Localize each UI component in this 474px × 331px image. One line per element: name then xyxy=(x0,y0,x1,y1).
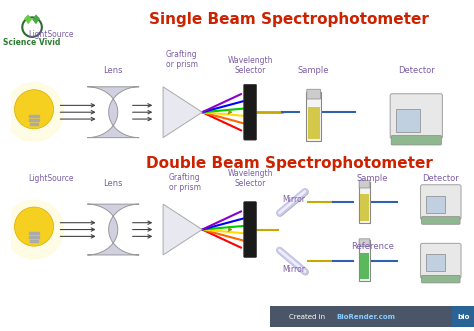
Text: BioRender.com: BioRender.com xyxy=(336,313,395,319)
FancyBboxPatch shape xyxy=(359,182,370,223)
Polygon shape xyxy=(163,204,202,255)
Circle shape xyxy=(15,90,54,129)
Text: bio: bio xyxy=(457,313,469,319)
Text: Science Vivid: Science Vivid xyxy=(3,38,61,47)
Polygon shape xyxy=(87,87,139,138)
FancyBboxPatch shape xyxy=(29,236,39,238)
FancyBboxPatch shape xyxy=(270,306,474,327)
Polygon shape xyxy=(24,15,32,24)
Text: Grafting
or prism: Grafting or prism xyxy=(165,50,198,69)
Text: Reference: Reference xyxy=(351,242,394,251)
FancyBboxPatch shape xyxy=(307,89,320,99)
Text: Sample: Sample xyxy=(298,66,329,75)
Text: Detector: Detector xyxy=(422,174,459,183)
FancyBboxPatch shape xyxy=(359,180,370,188)
Text: LightSource: LightSource xyxy=(28,174,73,183)
Text: Detector: Detector xyxy=(398,66,435,75)
FancyBboxPatch shape xyxy=(360,253,369,279)
FancyBboxPatch shape xyxy=(29,119,39,121)
Polygon shape xyxy=(87,204,139,255)
Text: Lens: Lens xyxy=(103,179,123,188)
Text: Created in: Created in xyxy=(289,313,328,319)
Circle shape xyxy=(5,83,64,142)
Text: Double Beam Spectrophotometer: Double Beam Spectrophotometer xyxy=(146,156,433,171)
FancyBboxPatch shape xyxy=(28,115,39,117)
Polygon shape xyxy=(163,87,202,138)
FancyBboxPatch shape xyxy=(28,232,39,234)
FancyBboxPatch shape xyxy=(396,109,420,132)
FancyBboxPatch shape xyxy=(453,306,474,327)
FancyBboxPatch shape xyxy=(244,202,256,258)
FancyBboxPatch shape xyxy=(421,275,460,283)
Text: Sample: Sample xyxy=(356,174,388,183)
FancyBboxPatch shape xyxy=(427,255,445,271)
FancyBboxPatch shape xyxy=(30,122,38,125)
FancyBboxPatch shape xyxy=(244,84,256,140)
FancyBboxPatch shape xyxy=(427,196,445,213)
Text: Grafting
or prism: Grafting or prism xyxy=(169,173,201,192)
FancyBboxPatch shape xyxy=(306,92,321,141)
Polygon shape xyxy=(32,15,40,24)
Circle shape xyxy=(15,207,54,246)
FancyBboxPatch shape xyxy=(308,107,319,139)
FancyBboxPatch shape xyxy=(391,136,441,145)
FancyBboxPatch shape xyxy=(30,240,38,242)
Text: LightSource: LightSource xyxy=(28,30,73,39)
FancyBboxPatch shape xyxy=(360,194,369,221)
FancyBboxPatch shape xyxy=(359,240,370,281)
Text: Lens: Lens xyxy=(103,66,123,75)
Text: Single Beam Spectrophotometer: Single Beam Spectrophotometer xyxy=(149,12,429,26)
FancyBboxPatch shape xyxy=(390,94,442,138)
FancyBboxPatch shape xyxy=(420,243,461,278)
Text: Wavelength
Selector: Wavelength Selector xyxy=(228,56,273,75)
Text: Mirror: Mirror xyxy=(283,264,306,273)
FancyBboxPatch shape xyxy=(359,239,370,247)
FancyBboxPatch shape xyxy=(421,217,460,224)
Text: Wavelength
Selector: Wavelength Selector xyxy=(228,169,273,188)
Text: Mirror: Mirror xyxy=(283,195,306,204)
FancyBboxPatch shape xyxy=(420,185,461,219)
Circle shape xyxy=(5,200,64,259)
